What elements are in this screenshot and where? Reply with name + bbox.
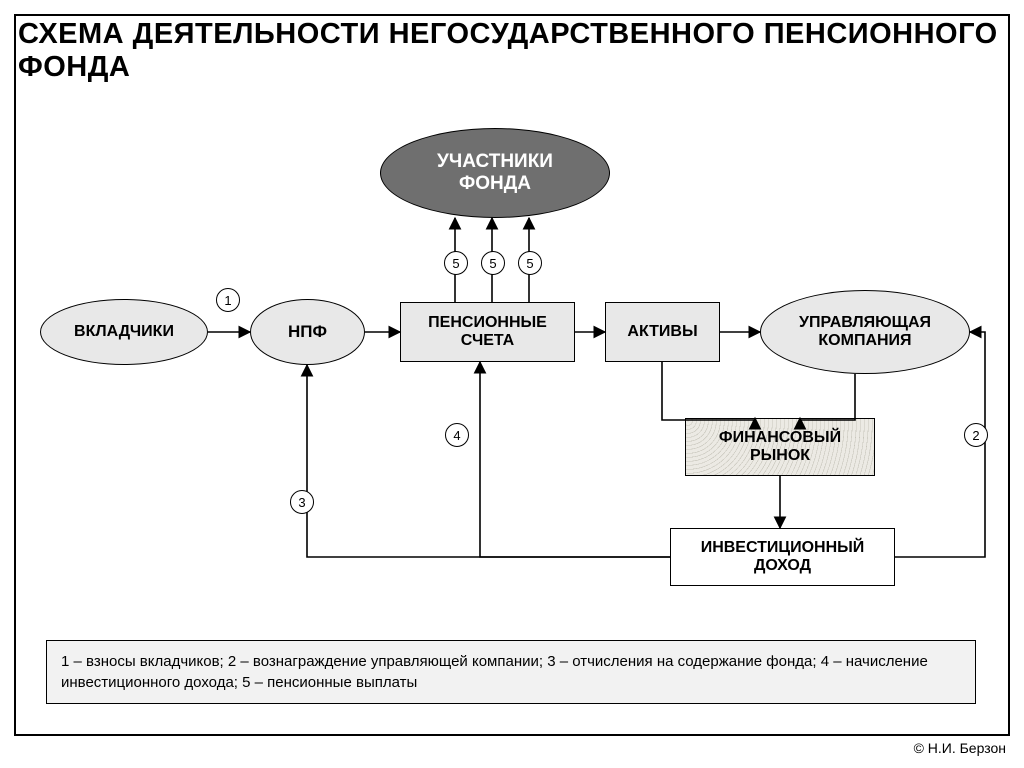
node-market: ФИНАНСОВЫЙРЫНОК [685,418,875,476]
diagram-frame [14,14,1010,736]
node-participants: УЧАСТНИКИФОНДА [380,128,610,218]
copyright: © Н.И. Берзон [914,740,1006,756]
node-income: ИНВЕСТИЦИОННЫЙДОХОД [670,528,895,586]
edge-badge: 2 [964,423,988,447]
node-npf: НПФ [250,299,365,365]
edge-badge: 1 [216,288,240,312]
edge-badge: 5 [481,251,505,275]
legend-text: 1 – взносы вкладчиков; 2 – вознаграждени… [61,653,928,691]
node-accounts: ПЕНСИОННЫЕСЧЕТА [400,302,575,362]
edge-badge: 5 [518,251,542,275]
node-mgmt: УПРАВЛЯЮЩАЯКОМПАНИЯ [760,290,970,374]
legend-box: 1 – взносы вкладчиков; 2 – вознаграждени… [46,640,976,704]
node-assets: АКТИВЫ [605,302,720,362]
edge-badge: 4 [445,423,469,447]
node-depositors: ВКЛАДЧИКИ [40,299,208,365]
edge-badge: 5 [444,251,468,275]
edge-badge: 3 [290,490,314,514]
diagram-title: СХЕМА ДЕЯТЕЛЬНОСТИ НЕГОСУДАРСТВЕННОГО ПЕ… [18,18,1024,85]
